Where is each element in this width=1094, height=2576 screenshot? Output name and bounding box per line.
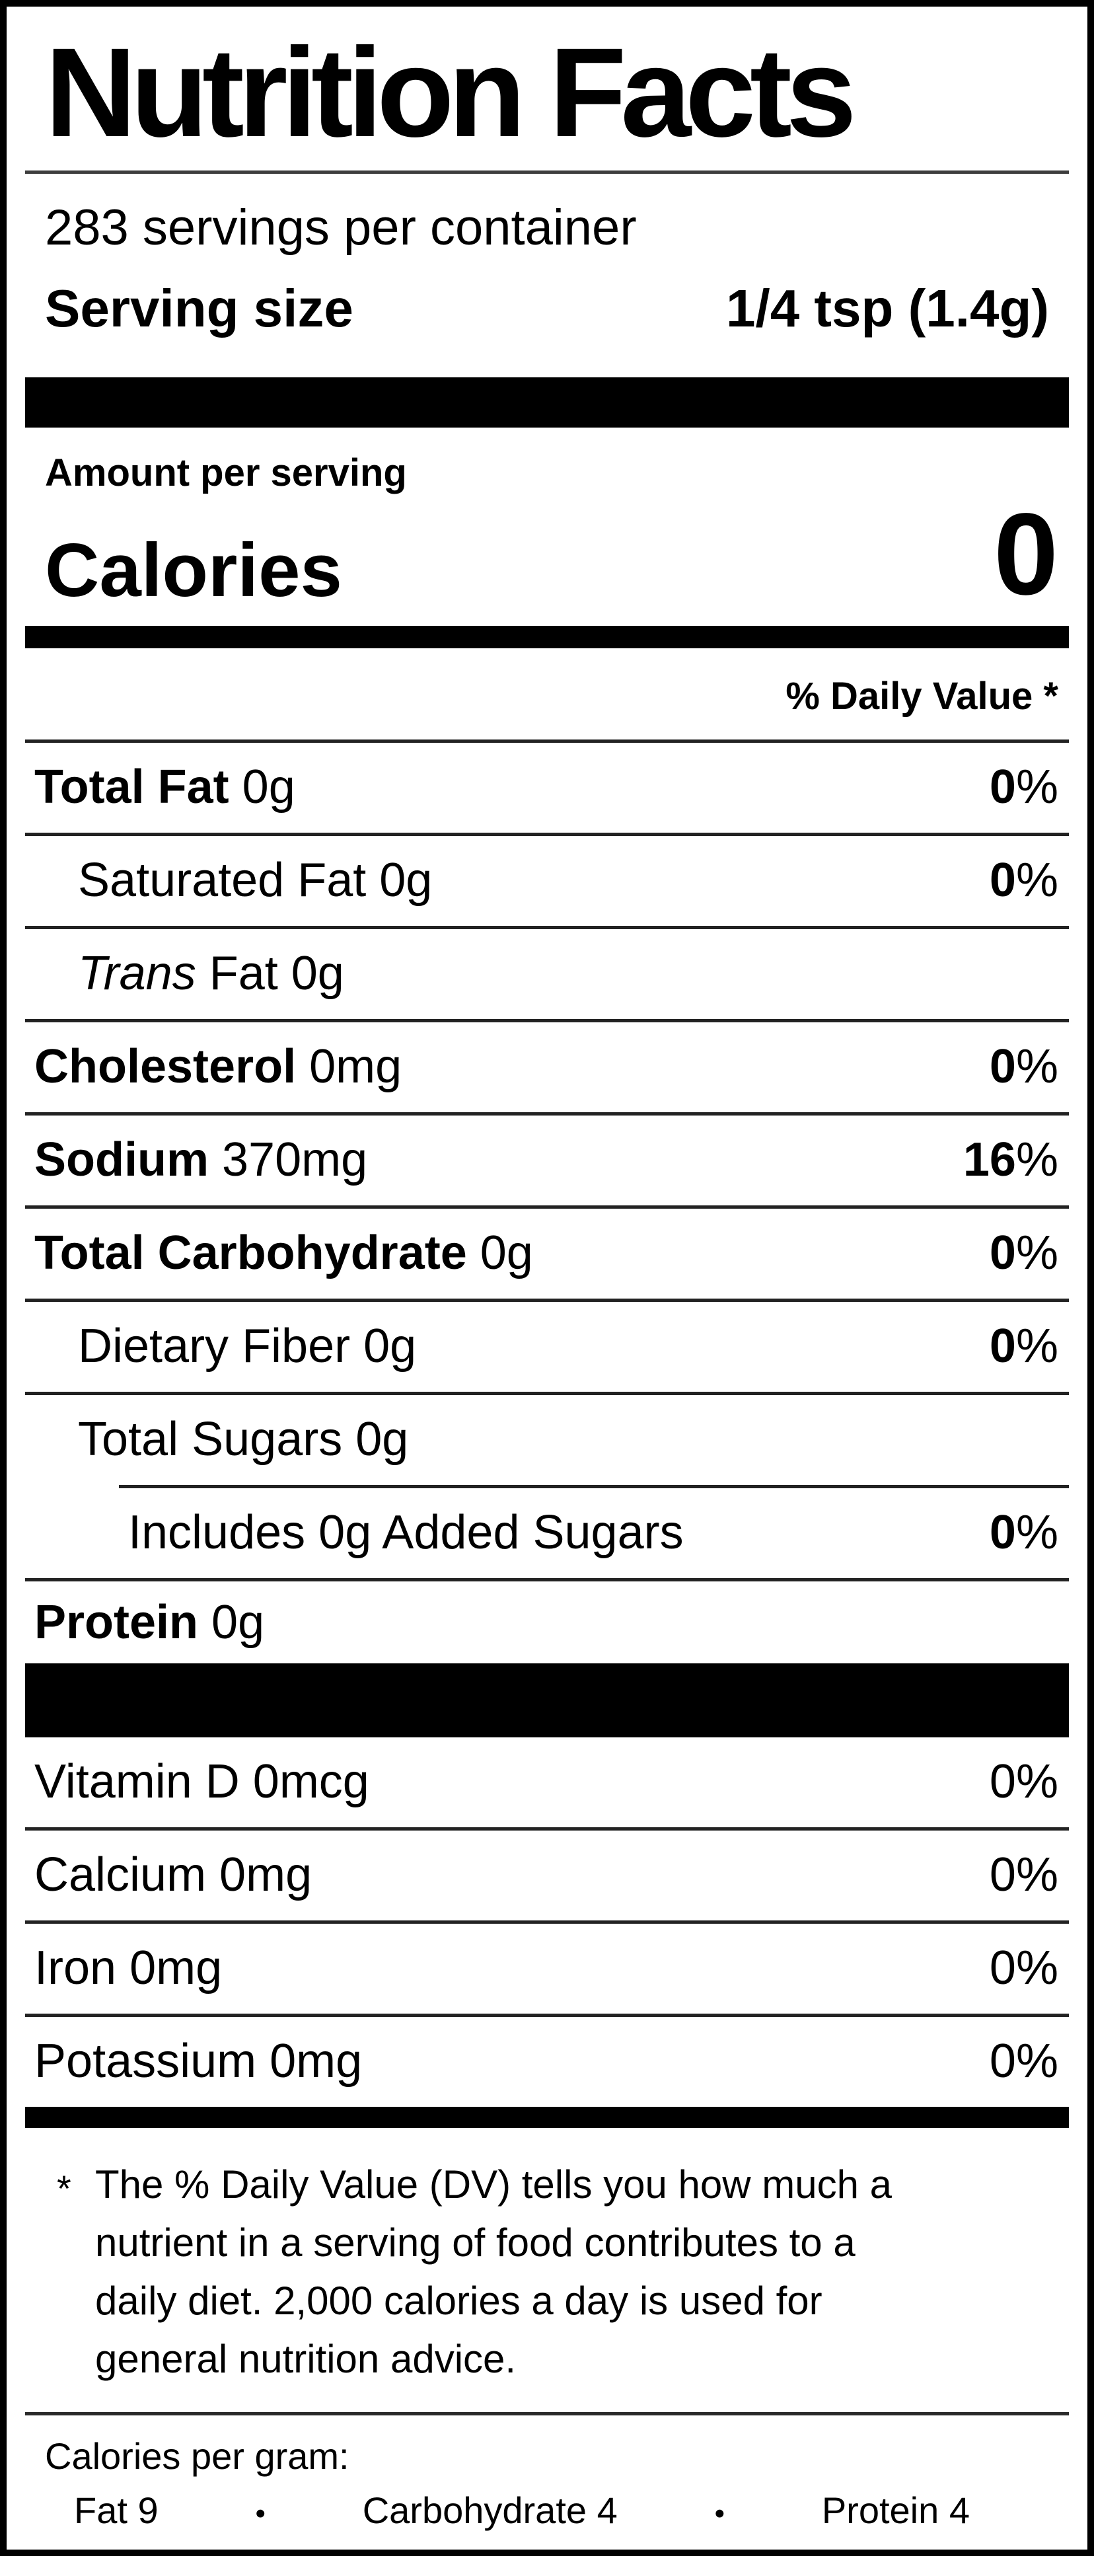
nutrient-row-added-sugars: Includes 0g Added Sugars 0% xyxy=(119,1484,1069,1578)
nutrient-row-protein: Protein 0g xyxy=(25,1577,1069,1663)
calories-per-gram-section: Calories per gram: Fat 9 • Carbohydrate … xyxy=(25,2411,1069,2532)
nutrient-row-dietary-fiber: Dietary Fiber 0g 0% xyxy=(25,1298,1069,1392)
daily-value: 0% xyxy=(989,1941,1058,1994)
serving-size-value: 1/4 tsp (1.4g) xyxy=(725,278,1049,338)
daily-value: 0% xyxy=(989,853,1058,907)
footnote-asterisk: * xyxy=(57,2167,71,2209)
separator-bar-xthick xyxy=(25,1663,1069,1737)
vitamin-row-iron: Iron 0mg 0% xyxy=(25,1920,1069,2014)
nutrient-name: Protein 0g xyxy=(34,1595,265,1649)
separator-bar-thick xyxy=(25,377,1069,428)
footnote-line: The % Daily Value (DV) tells you how muc… xyxy=(95,2162,893,2207)
calories-value: 0 xyxy=(994,489,1058,619)
nutrient-row-total-sugars: Total Sugars 0g xyxy=(25,1391,1069,1485)
amount-per-serving-label: Amount per serving xyxy=(45,451,407,494)
separator-bar-medium xyxy=(25,625,1069,648)
vitamin-name: Iron 0mg xyxy=(34,1941,223,1994)
nutrient-name: Sodium 370mg xyxy=(34,1133,368,1186)
fat-calories: Fat 9 xyxy=(74,2489,159,2532)
nutrient-name: Dietary Fiber 0g xyxy=(78,1319,417,1373)
daily-value: 0% xyxy=(989,1319,1058,1373)
footnote-line: nutrient in a serving of food contribute… xyxy=(95,2220,856,2265)
servings-per-container: 283 servings per container xyxy=(45,200,637,256)
vitamin-name: Vitamin D 0mcg xyxy=(34,1755,369,1808)
nutrient-row-cholesterol: Cholesterol 0mg 0% xyxy=(25,1018,1069,1112)
label-title: Nutrition Facts xyxy=(25,7,1069,174)
daily-value-header: % Daily Value * xyxy=(785,674,1058,718)
daily-value: 0% xyxy=(989,1755,1058,1808)
nutrient-name: Trans Fat 0g xyxy=(78,946,344,1000)
daily-value: 0% xyxy=(989,1040,1058,1093)
daily-value: 0% xyxy=(989,1226,1058,1279)
daily-value: 0% xyxy=(989,1848,1058,1901)
daily-value-footnote: * The % Daily Value (DV) tells you how m… xyxy=(25,2128,1069,2404)
bullet-separator: • xyxy=(255,2497,266,2530)
vitamin-row-calcium: Calcium 0mg 0% xyxy=(25,1827,1069,1920)
nutrient-name: Total Fat 0g xyxy=(34,760,295,814)
nutrient-row-saturated-fat: Saturated Fat 0g 0% xyxy=(25,832,1069,926)
separator-bar-thin xyxy=(25,2106,1069,2128)
nutrient-name: Cholesterol 0mg xyxy=(34,1040,402,1093)
serving-size-label: Serving size xyxy=(45,278,353,338)
daily-value: 0% xyxy=(989,2034,1058,2088)
footnote-text: The % Daily Value (DV) tells you how muc… xyxy=(95,2156,892,2388)
daily-value: 0% xyxy=(989,760,1058,814)
daily-value: 16% xyxy=(963,1133,1058,1186)
carbohydrate-calories: Carbohydrate 4 xyxy=(362,2489,618,2532)
calories-per-gram-values: Fat 9 • Carbohydrate 4 • Protein 4 xyxy=(45,2478,1049,2532)
nutrient-row-total-fat: Total Fat 0g 0% xyxy=(25,739,1069,833)
vitamin-name: Calcium 0mg xyxy=(34,1848,312,1901)
nutrient-row-trans-fat: Trans Fat 0g xyxy=(25,925,1069,1019)
serving-size-row: Serving size 1/4 tsp (1.4g) xyxy=(25,256,1069,377)
footnote-line: general nutrition advice. xyxy=(95,2336,517,2381)
protein-calories: Protein 4 xyxy=(821,2489,970,2532)
nutrient-name: Saturated Fat 0g xyxy=(78,853,433,907)
calories-label: Calories xyxy=(45,528,342,613)
nutrient-name: Total Carbohydrate 0g xyxy=(34,1226,533,1279)
nutrient-row-sodium: Sodium 370mg 16% xyxy=(25,1112,1069,1205)
nutrient-name: Total Sugars 0g xyxy=(78,1412,409,1466)
calories-row: Calories 0 xyxy=(25,492,1069,626)
vitamin-row-potassium: Potassium 0mg 0% xyxy=(25,2013,1069,2107)
bullet-separator: • xyxy=(714,2497,725,2530)
vitamin-name: Potassium 0mg xyxy=(34,2034,363,2088)
nutrient-row-total-carbohydrate: Total Carbohydrate 0g 0% xyxy=(25,1205,1069,1299)
vitamin-row-vitamin-d: Vitamin D 0mcg 0% xyxy=(25,1737,1069,1827)
footnote-line: daily diet. 2,000 calories a day is used… xyxy=(95,2278,822,2323)
nutrient-name: Includes 0g Added Sugars xyxy=(128,1505,684,1559)
daily-value: 0% xyxy=(989,1505,1058,1559)
calories-per-gram-heading: Calories per gram: xyxy=(45,2435,349,2477)
